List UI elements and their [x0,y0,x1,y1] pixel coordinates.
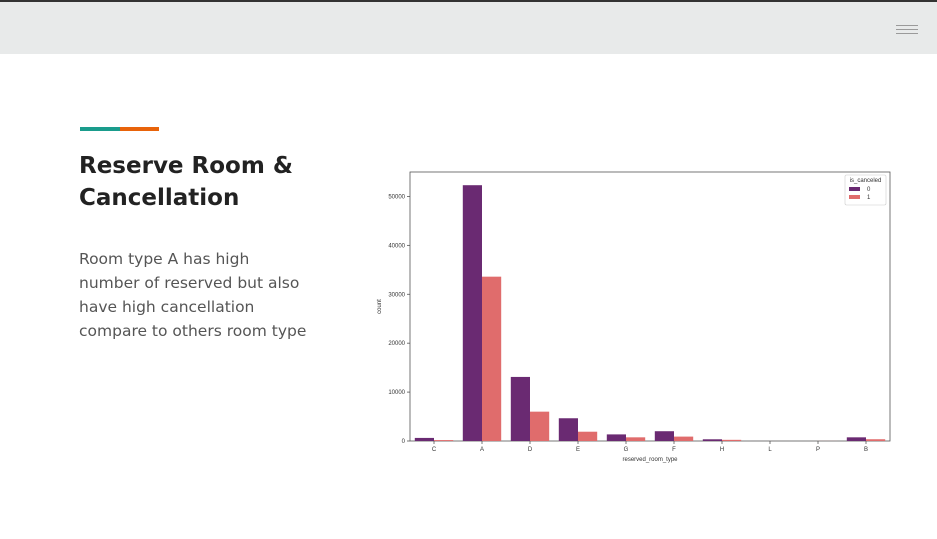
x-tick-label: A [480,447,484,453]
bar-G-series-0 [606,434,626,441]
bar-F-series-0 [654,431,674,441]
bar-A-series-1 [482,276,502,441]
y-tick-label: 20000 [388,341,405,347]
legend-label-1: 1 [867,195,871,201]
slide-title-line1: Reserve Room & [79,153,293,179]
y-tick-label: 40000 [388,243,405,249]
bar-E-series-1 [578,431,598,441]
y-tick-label: 50000 [388,194,405,200]
x-tick-label: P [816,447,820,453]
bar-H-series-1 [722,439,742,441]
y-axis-label: count [377,299,383,314]
legend-swatch-0 [849,187,860,191]
slide-title-line2: Cancellation [79,185,240,211]
y-tick-label: 10000 [388,390,405,396]
x-tick-label: H [720,447,724,453]
x-axis-label: reserved_room_type [622,457,678,463]
legend-title: is_canceled [850,178,882,184]
x-tick-label: F [672,447,676,453]
slide-title: Reserve Room & Cancellation [79,150,339,214]
bar-B-series-0 [846,437,866,441]
y-tick-label: 0 [402,439,406,445]
bar-G-series-1 [626,437,646,441]
accent-bar-teal [80,127,120,131]
bar-C-series-0 [414,437,434,441]
x-tick-label: B [864,447,868,453]
hamburger-icon[interactable] [896,25,918,34]
bar-H-series-0 [702,439,722,441]
accent-bar-orange [120,127,159,131]
bar-F-series-1 [674,436,694,441]
x-tick-label: L [768,447,772,453]
slide-body-text: Room type A has high number of reserved … [79,250,307,340]
x-tick-label: C [432,447,437,453]
bar-A-series-0 [462,185,482,441]
x-tick-label: D [528,447,533,453]
bar-C-series-1 [434,440,454,441]
bar-D-series-0 [510,376,530,441]
legend-label-0: 0 [867,187,871,193]
top-border-line [0,0,937,2]
x-tick-label: E [576,447,580,453]
y-tick-label: 30000 [388,292,405,298]
bar-B-series-1 [866,439,886,441]
bar-chart: 0 10000 20000 30000 40000 50000 C A D E G F H L P Brese… [377,171,891,463]
legend-swatch-1 [849,195,860,199]
top-bar [0,2,937,54]
plot-frame [409,171,891,442]
x-tick-label: G [624,447,629,453]
bar-E-series-0 [558,418,578,441]
bar-D-series-1 [530,411,550,441]
